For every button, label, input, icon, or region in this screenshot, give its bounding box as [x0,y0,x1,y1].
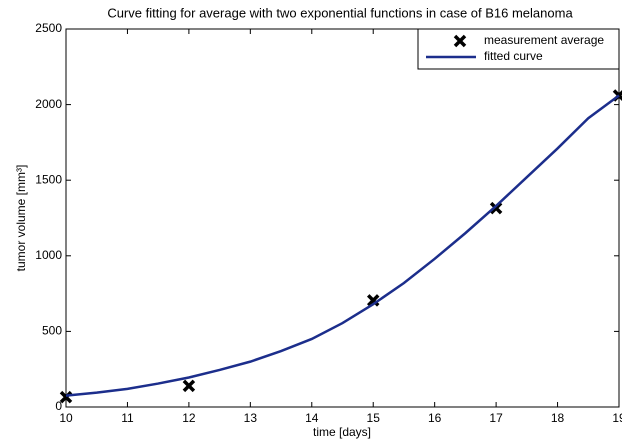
legend-label: measurement average [484,33,604,47]
x-tick-label: 15 [367,411,381,425]
y-tick-label: 500 [42,324,62,338]
y-axis-label: tumor volume [mm³] [14,165,28,272]
fitted-line [65,94,620,397]
y-tick-label: 1000 [35,248,62,262]
x-axis-label: time [days] [313,425,371,439]
chart-title: Curve fitting for average with two expon… [107,5,573,20]
x-tick-label: 11 [121,411,134,425]
y-tick-label: 1500 [35,172,62,186]
x-tick-label: 12 [182,411,196,425]
y-tick-label: 2000 [35,97,62,111]
legend-marker [453,34,467,48]
marker [182,379,196,393]
x-tick-label: 16 [428,411,442,425]
legend-box [417,28,620,70]
marker [59,390,73,404]
marker [366,294,380,307]
y-tick-label: 2500 [35,21,62,35]
x-tick-label: 14 [305,411,319,425]
x-tick-label: 17 [489,411,503,425]
x-tick-label: 13 [244,411,258,425]
plot-frame [65,28,620,408]
x-tick-label: 10 [59,411,73,425]
legend-label: fitted curve [484,49,543,63]
x-tick-label: 18 [551,411,565,425]
y-tick-label: 0 [55,399,62,413]
x-tick-label: 19 [612,411,622,425]
marker [489,201,503,215]
